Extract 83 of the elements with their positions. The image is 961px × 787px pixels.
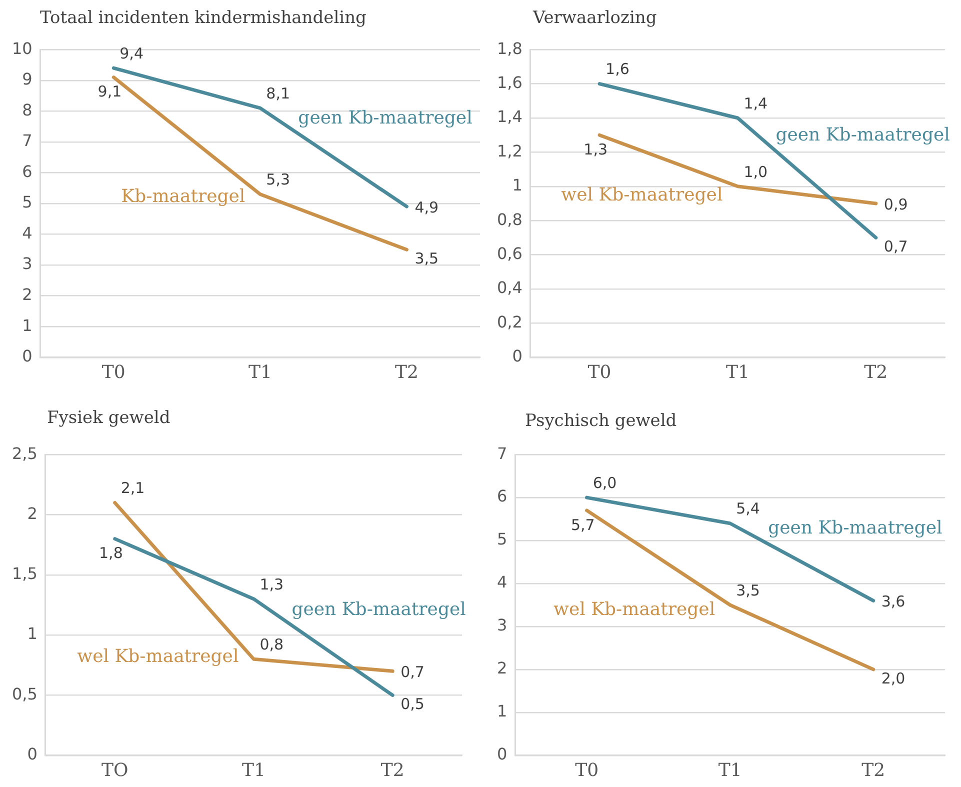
data-label: 1,0 xyxy=(744,162,768,181)
y-tick-label: 1 xyxy=(27,624,38,644)
y-tick-label: 2 xyxy=(496,658,508,678)
x-tick-label: TO xyxy=(101,760,128,781)
x-tick-label: T0 xyxy=(588,362,612,383)
data-label: 8,1 xyxy=(266,84,290,102)
y-tick-label: 0,8 xyxy=(496,210,522,229)
data-label: 0,9 xyxy=(884,195,908,214)
y-tick-label: 3 xyxy=(22,254,32,274)
y-tick-label: 4 xyxy=(22,223,32,242)
y-tick-label: 0 xyxy=(496,744,508,764)
y-tick-label: 0,5 xyxy=(12,684,38,704)
x-tick-label: T1 xyxy=(726,362,750,383)
data-label: 0,5 xyxy=(400,695,424,714)
data-label: 3,5 xyxy=(414,250,439,268)
y-tick-label: 3 xyxy=(496,616,508,635)
x-tick-label: T2 xyxy=(864,362,888,383)
data-label: 3,5 xyxy=(736,581,760,600)
series-label: geen Kb-maatregel xyxy=(298,107,473,128)
series-label: wel Kb-maatregel xyxy=(554,598,716,620)
y-tick-label: 1,6 xyxy=(496,72,522,92)
data-label: 9,4 xyxy=(120,44,144,62)
data-label: 9,1 xyxy=(98,82,122,101)
y-tick-label: 9 xyxy=(22,70,32,89)
chart-title: Psychisch geweld xyxy=(525,411,677,431)
data-label: 5,7 xyxy=(570,516,595,534)
y-tick-label: 1,8 xyxy=(496,38,522,58)
y-tick-label: 6 xyxy=(22,162,32,181)
y-tick-label: 1 xyxy=(512,176,522,195)
chart-title: Verwaarlozing xyxy=(533,8,657,28)
data-label: 0,7 xyxy=(884,238,908,256)
y-tick-label: 8 xyxy=(22,100,32,120)
x-tick-label: T2 xyxy=(380,760,404,781)
x-tick-label: T2 xyxy=(394,362,418,383)
x-tick-label: T1 xyxy=(718,760,742,781)
series-label: geen Kb-maatregel xyxy=(776,124,950,146)
data-label: 6,0 xyxy=(592,474,617,492)
y-tick-label: 2 xyxy=(27,504,38,523)
y-tick-label: 10 xyxy=(12,38,32,58)
x-tick-label: T1 xyxy=(248,362,272,383)
series-label: geen Kb-maatregel xyxy=(292,599,466,620)
y-tick-label: 6 xyxy=(496,486,508,506)
x-tick-label: T2 xyxy=(862,760,886,781)
y-tick-label: 0 xyxy=(27,744,38,764)
y-tick-label: 0 xyxy=(512,346,522,366)
y-tick-label: 2,5 xyxy=(12,444,38,463)
y-tick-label: 0,2 xyxy=(496,312,522,332)
data-label: 2,0 xyxy=(881,669,906,688)
series-label: Kb-maatregel xyxy=(121,186,246,207)
data-label: 5,3 xyxy=(266,170,290,189)
data-label: 5,4 xyxy=(736,500,760,518)
y-tick-label: 7 xyxy=(496,444,508,463)
y-tick-label: 7 xyxy=(22,131,32,150)
data-label: 1,6 xyxy=(606,60,630,78)
y-tick-label: 1,2 xyxy=(496,141,522,160)
data-label: 1,3 xyxy=(584,140,608,158)
x-tick-label: T0 xyxy=(102,362,126,383)
y-tick-label: 2 xyxy=(22,284,32,304)
y-tick-label: 0 xyxy=(22,346,32,366)
y-tick-label: 4 xyxy=(496,572,508,592)
x-tick-label: T1 xyxy=(242,760,266,781)
series-label: geen Kb-maatregel xyxy=(768,518,942,539)
y-tick-label: 5 xyxy=(22,192,32,212)
y-tick-label: 1 xyxy=(496,702,508,721)
y-tick-label: 5 xyxy=(496,530,508,549)
y-tick-label: 1,4 xyxy=(496,107,522,126)
y-tick-label: 1 xyxy=(22,316,32,335)
chart-title: Totaal incidenten kindermishandeling xyxy=(40,8,366,28)
data-label: 1,8 xyxy=(99,544,123,562)
data-label: 0,7 xyxy=(400,663,424,682)
x-tick-label: T0 xyxy=(575,760,599,781)
chart-title: Fysiek geweld xyxy=(47,408,170,428)
data-label: 1,3 xyxy=(260,575,284,594)
data-label: 2,1 xyxy=(120,479,145,498)
series-label: wel Kb-maatregel xyxy=(561,184,723,206)
series-label: wel Kb-maatregel xyxy=(77,646,239,667)
data-label: 1,4 xyxy=(744,94,768,112)
data-label: 4,9 xyxy=(414,198,439,216)
y-tick-label: 0,6 xyxy=(496,244,522,263)
y-tick-label: 1,5 xyxy=(12,564,38,584)
data-label: 0,8 xyxy=(260,636,284,654)
data-label: 3,6 xyxy=(881,592,906,611)
y-tick-label: 0,4 xyxy=(496,278,522,298)
